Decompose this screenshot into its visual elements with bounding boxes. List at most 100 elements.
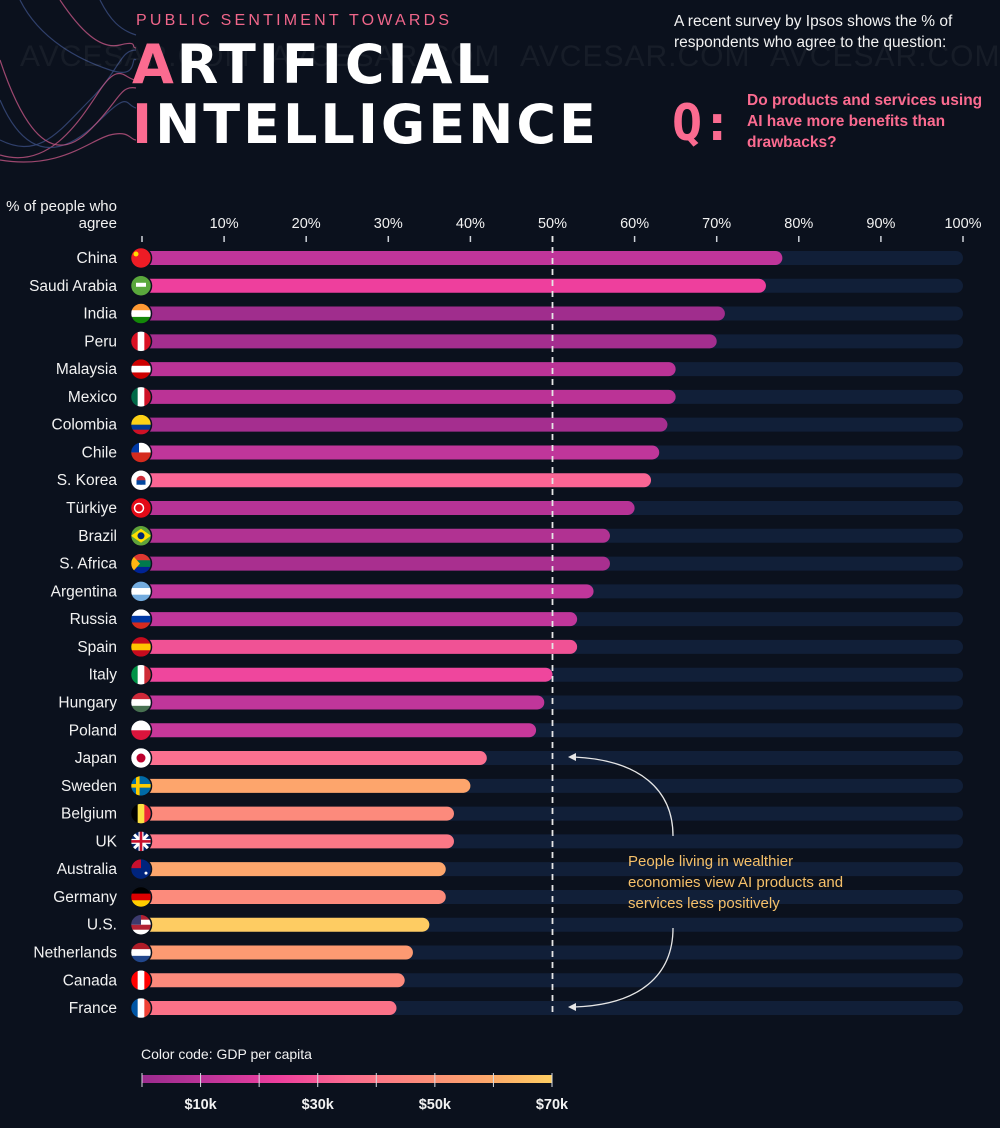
flag-border	[129, 830, 153, 853]
country-label: Canada	[63, 972, 118, 989]
bar	[142, 306, 725, 321]
bar-row: Australia	[57, 857, 963, 881]
bar-row: Canada	[63, 969, 963, 992]
flag-stripe	[137, 664, 145, 685]
bar-row: Hungary	[58, 691, 963, 714]
country-label: S. Korea	[57, 472, 118, 489]
x-tick-label: 80%	[784, 216, 813, 232]
country-label: India	[83, 306, 117, 323]
flag-border	[129, 996, 153, 1020]
bar	[142, 973, 405, 988]
bar-row: Netherlands	[33, 941, 963, 964]
flag-stripe	[131, 758, 151, 769]
country-label: Brazil	[78, 528, 117, 545]
annotation-arrow-upper	[573, 756, 674, 837]
netherlands-flag	[131, 942, 151, 963]
china-flag	[131, 248, 151, 268]
flag-stripe	[131, 359, 151, 367]
arrow-head-icon	[568, 753, 576, 761]
flag-stripe	[131, 365, 151, 373]
title-line-2: INTELLIGENCE	[132, 98, 599, 152]
flag-stripe	[131, 942, 151, 950]
poland-flag	[131, 720, 151, 741]
title-line-1-text: RTIFICIAL	[176, 33, 493, 96]
bar-row: S. Korea	[57, 468, 963, 492]
flag-stripe	[131, 785, 151, 796]
flag-stripe	[131, 588, 151, 596]
decorative-line	[0, 59, 137, 146]
saudi-arabia-flag	[131, 275, 151, 296]
country-label: Chile	[82, 444, 117, 461]
flag-stripe	[131, 900, 151, 907]
title-kicker: PUBLIC SENTIMENT TOWARDS	[136, 12, 453, 29]
flag-stripe	[137, 331, 145, 352]
country-label: Sweden	[61, 778, 117, 795]
bar	[142, 1001, 397, 1016]
country-label: Spain	[77, 639, 117, 656]
bar-row: France	[69, 996, 963, 1020]
flag-border	[129, 774, 153, 798]
bar	[142, 362, 676, 377]
bar-row: Belgium	[61, 802, 963, 825]
legend-tick-label: $50k	[419, 1097, 452, 1113]
survey-intro: A recent survey by Ipsos shows the % of …	[674, 13, 953, 51]
flag-border	[129, 552, 153, 575]
country-label: UK	[95, 833, 117, 850]
flag-border	[129, 246, 153, 270]
y-axis-title: % of people who agree	[6, 198, 117, 232]
bar	[142, 445, 660, 460]
flag-stripe	[131, 275, 151, 287]
flag-stripe	[131, 664, 139, 685]
argentina-flag	[131, 581, 151, 602]
japan-flag	[131, 748, 151, 769]
bar	[142, 639, 578, 654]
decorative-line	[0, 133, 137, 163]
flag-stripe	[131, 636, 151, 645]
flag-stripe	[131, 258, 151, 268]
flag-emblem	[131, 784, 151, 788]
belgium-flag	[131, 803, 151, 824]
flag-border	[129, 663, 153, 686]
flag-stripe	[131, 949, 151, 957]
flag-stripe	[131, 748, 151, 759]
country-label: Japan	[75, 750, 117, 767]
flag-emblem	[131, 859, 141, 869]
flag-stripe	[131, 424, 151, 431]
country-label: China	[77, 250, 118, 267]
country-label: Colombia	[52, 417, 118, 434]
flag-stripe	[131, 699, 151, 707]
flag-stripe	[131, 609, 151, 617]
south-africa-flag	[131, 553, 151, 574]
bar	[142, 862, 446, 877]
south-korea-flag	[131, 470, 151, 491]
title-initial-i: I	[132, 93, 156, 156]
flag-stripe	[137, 970, 145, 991]
country-label: Netherlands	[33, 945, 117, 962]
flag-stripe	[131, 886, 151, 895]
flag-stripe	[144, 970, 151, 991]
turkiye-flag	[131, 498, 151, 519]
bar-row: Italy	[89, 663, 963, 686]
australia-flag	[131, 859, 151, 880]
legend-title: Color code: GDP per capita	[141, 1046, 312, 1062]
bar	[142, 251, 783, 265]
bar-row: Chile	[82, 441, 963, 464]
country-label: U.S.	[87, 917, 117, 934]
brazil-flag	[131, 525, 151, 546]
x-tick-label: 20%	[292, 216, 321, 232]
india-flag	[131, 303, 151, 324]
flag-stripe	[144, 664, 151, 685]
flag-border	[129, 385, 153, 409]
bar	[142, 278, 766, 293]
country-label: Belgium	[61, 806, 117, 823]
x-tick-label: 50%	[538, 216, 567, 232]
bar-row: UK	[95, 830, 963, 853]
flag-border	[129, 468, 153, 492]
decorative-line	[99, 0, 137, 36]
malaysia-flag	[131, 359, 151, 380]
title-line-1: ARTIFICIAL	[132, 38, 493, 92]
bar	[142, 695, 545, 710]
bar-row: Sweden	[61, 774, 963, 798]
bar	[142, 417, 668, 432]
flag-emblem	[136, 480, 146, 485]
